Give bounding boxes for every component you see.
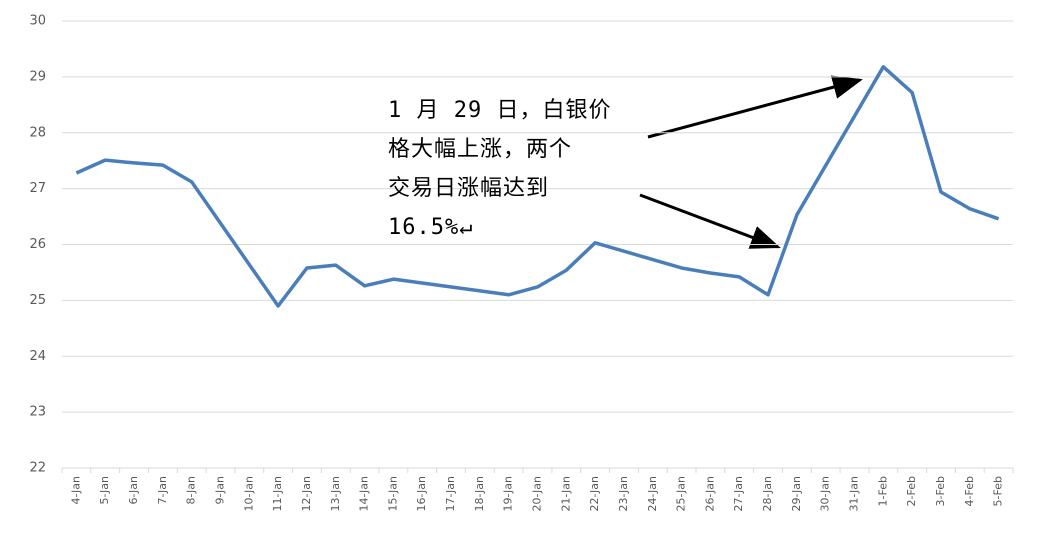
x-tick-label: 22-Jan: [588, 476, 601, 512]
x-tick-label: 29-Jan: [790, 476, 803, 512]
line-series: [75, 65, 1000, 308]
y-tick-label: 24: [29, 349, 46, 364]
x-tick-label: 24-Jan: [646, 476, 659, 512]
x-tick-label: 7-Jan: [156, 476, 169, 505]
x-tick-label: 31-Jan: [848, 476, 861, 512]
x-tick-label: 14-Jan: [358, 476, 371, 512]
x-tick-label: 23-Jan: [617, 476, 630, 512]
y-tick-label: 23: [29, 405, 46, 420]
y-tick-label: 22: [29, 461, 46, 476]
arrow: [639, 193, 781, 249]
x-tick-label: 17-Jan: [444, 476, 457, 512]
x-tick-label: 28-Jan: [761, 476, 774, 512]
x-tick-label: 30-Jan: [819, 476, 832, 512]
x-tick-label: 16-Jan: [415, 476, 428, 512]
x-tick-label: 3-Feb: [934, 476, 947, 506]
x-tick-label: 4-Jan: [69, 476, 82, 505]
annotation: 1 月 29 日，白银价: [388, 98, 611, 123]
x-tick-label: 5-Jan: [98, 476, 111, 505]
x-tick-label: 12-Jan: [300, 476, 313, 512]
y-tick-label: 26: [29, 237, 46, 252]
x-tick-label: 20-Jan: [531, 476, 544, 512]
x-tick-label: 6-Jan: [127, 476, 140, 505]
x-tick-label: 10-Jan: [242, 476, 255, 512]
x-tick-label: 15-Jan: [386, 476, 399, 512]
y-tick-label: 28: [29, 125, 46, 140]
x-tick-label: 25-Jan: [675, 476, 688, 512]
arrow: [647, 75, 863, 139]
x-tick-label: 26-Jan: [703, 476, 716, 512]
x-tick-label: 8-Jan: [185, 476, 198, 505]
x-tick-label: 19-Jan: [502, 476, 515, 512]
x-tick-label: 13-Jan: [329, 476, 342, 512]
y-tick-label: 30: [29, 14, 46, 29]
x-tick-label: 4-Feb: [963, 476, 976, 506]
x-tick-label: 9-Jan: [214, 476, 227, 505]
y-tick-label: 27: [29, 181, 46, 196]
y-tick-label: 29: [29, 69, 46, 84]
annotation: 16.5%↵: [388, 215, 473, 240]
x-tick-label: 18-Jan: [473, 476, 486, 512]
x-tick-label: 27-Jan: [732, 476, 745, 512]
x-tick-label: 5-Feb: [992, 476, 1005, 506]
annotation: 格大幅上涨，两个: [388, 137, 572, 162]
x-tick-label: 1-Feb: [876, 476, 889, 506]
x-tick-label: 2-Feb: [905, 476, 918, 506]
x-tick-label: 21-Jan: [559, 476, 572, 512]
annotation: 交易日涨幅达到: [388, 176, 549, 201]
y-tick-label: 25: [29, 293, 46, 308]
x-tick-label: 11-Jan: [271, 476, 284, 512]
